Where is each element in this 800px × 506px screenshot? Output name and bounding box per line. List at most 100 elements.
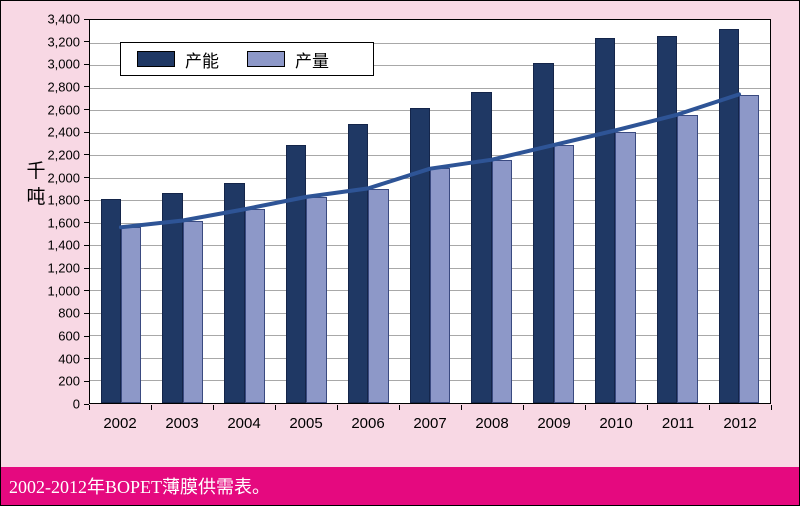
bar-capacity-2003 xyxy=(162,193,183,403)
trend-line xyxy=(90,20,770,403)
legend-swatch-capacity xyxy=(137,51,175,67)
x-tick-label-2012: 2012 xyxy=(723,415,757,432)
x-tick-mark xyxy=(461,405,462,410)
y-tick-label: 1,400 xyxy=(47,237,80,253)
bar-production-2009 xyxy=(553,145,575,403)
chart-canvas: 千吨 产能 产量 0 200 400 600 800 1,000 1,200 1,400 1,6… xyxy=(1,1,799,467)
y-tick-mark xyxy=(84,63,89,65)
x-tick-mark xyxy=(523,405,524,410)
y-tick-mark xyxy=(84,380,89,382)
x-tick-label-2004: 2004 xyxy=(227,415,261,432)
bar-capacity-2002 xyxy=(100,199,121,403)
y-axis-title: 千吨 xyxy=(26,161,46,208)
y-tick-label: 3,400 xyxy=(47,11,80,27)
y-tick-label: 2,000 xyxy=(47,170,80,186)
bar-production-2010 xyxy=(615,131,636,403)
x-tick-label-2006: 2006 xyxy=(351,415,385,432)
y-tick-label: 200 xyxy=(58,373,80,389)
y-tick-label: 2,200 xyxy=(47,147,80,163)
x-tick-mark xyxy=(647,405,648,410)
bar-production-2012 xyxy=(739,95,760,403)
y-tick-label: 1,800 xyxy=(47,192,80,208)
y-tick-label: 800 xyxy=(58,305,80,321)
x-tick-mark xyxy=(275,405,276,410)
x-tick-mark xyxy=(89,405,90,410)
y-tick-mark xyxy=(84,18,89,20)
x-tick-mark xyxy=(399,405,400,410)
bar-production-2004 xyxy=(244,209,265,403)
bar-capacity-2005 xyxy=(285,145,307,403)
bar-production-2003 xyxy=(182,220,204,403)
x-tick-mark xyxy=(337,405,338,410)
y-tick-mark xyxy=(84,267,89,269)
x-tick-mark xyxy=(213,405,214,410)
caption-bar: 2002-2012年BOPET薄膜供需表。 xyxy=(1,467,799,505)
x-tick-mark xyxy=(585,405,586,410)
y-tick-mark xyxy=(84,154,89,156)
y-tick-label: 400 xyxy=(58,351,80,367)
bar-capacity-2006 xyxy=(347,123,369,403)
trend-polyline xyxy=(121,94,739,227)
y-tick-label: 2,400 xyxy=(47,124,80,140)
x-axis-tick-marks xyxy=(89,405,772,410)
y-tick-label: 2,600 xyxy=(47,102,80,118)
gridline xyxy=(90,42,770,44)
x-tick-mark xyxy=(709,405,710,410)
legend-label-capacity: 产能 xyxy=(185,51,219,71)
x-tick-label-2002: 2002 xyxy=(103,415,137,432)
bar-production-2011 xyxy=(677,114,698,403)
gridline xyxy=(90,87,770,89)
x-tick-label-2010: 2010 xyxy=(599,415,633,432)
bar-production-2008 xyxy=(491,159,513,403)
x-tick-label-2005: 2005 xyxy=(289,415,323,432)
y-tick-mark xyxy=(84,109,89,111)
y-tick-label: 3,200 xyxy=(47,34,80,50)
bar-capacity-2007 xyxy=(409,107,430,403)
y-tick-label: 1,200 xyxy=(47,260,80,276)
gridline xyxy=(90,132,770,134)
y-tick-mark xyxy=(84,403,89,405)
bar-capacity-2010 xyxy=(595,38,616,403)
x-tick-mark xyxy=(151,405,152,410)
gridline xyxy=(90,110,770,112)
y-tick-mark xyxy=(84,312,89,314)
y-tick-label: 3,000 xyxy=(47,56,80,72)
legend-label-production: 产量 xyxy=(295,51,329,71)
y-axis-labels: 0 200 400 600 800 1,000 1,200 1,400 1,600 1,800 2,… xyxy=(1,12,80,412)
gridline xyxy=(90,65,770,67)
y-tick-label: 0 xyxy=(72,396,80,412)
bar-capacity-2004 xyxy=(224,183,245,403)
caption-text: 2002-2012年BOPET薄膜供需表。 xyxy=(9,477,270,497)
gridline xyxy=(90,155,770,157)
bar-capacity-2011 xyxy=(656,35,678,403)
y-tick-mark xyxy=(84,131,89,133)
x-axis-labels: 2002 2003 2004 2005 2006 2007 2008 2009 2010 2011… xyxy=(89,415,771,437)
y-tick-mark xyxy=(84,358,89,360)
y-tick-mark xyxy=(84,41,89,43)
y-tick-label: 2,800 xyxy=(47,79,80,95)
y-tick-mark xyxy=(84,335,89,337)
y-tick-mark xyxy=(84,222,89,224)
bar-production-2006 xyxy=(368,188,389,403)
y-tick-mark xyxy=(84,244,89,246)
y-tick-mark xyxy=(84,177,89,179)
y-tick-mark xyxy=(84,199,89,201)
bar-capacity-2008 xyxy=(471,92,492,403)
x-tick-label-2011: 2011 xyxy=(661,415,695,432)
y-axis-tick-marks xyxy=(84,18,89,405)
x-tick-label-2007: 2007 xyxy=(413,415,447,432)
legend: 产能 产量 xyxy=(120,42,374,76)
x-tick-label-2008: 2008 xyxy=(475,415,509,432)
x-tick-label-2009: 2009 xyxy=(537,415,571,432)
plot-area: 产能 产量 xyxy=(89,19,771,404)
x-tick-mark xyxy=(771,405,772,410)
y-tick-label: 1,000 xyxy=(47,283,80,299)
y-tick-mark xyxy=(84,290,89,292)
y-tick-label: 600 xyxy=(58,328,80,344)
y-tick-mark xyxy=(84,86,89,88)
x-tick-label-2003: 2003 xyxy=(165,415,199,432)
y-tick-label: 1,600 xyxy=(47,215,80,231)
bar-capacity-2012 xyxy=(718,29,740,403)
legend-swatch-production xyxy=(247,51,285,67)
